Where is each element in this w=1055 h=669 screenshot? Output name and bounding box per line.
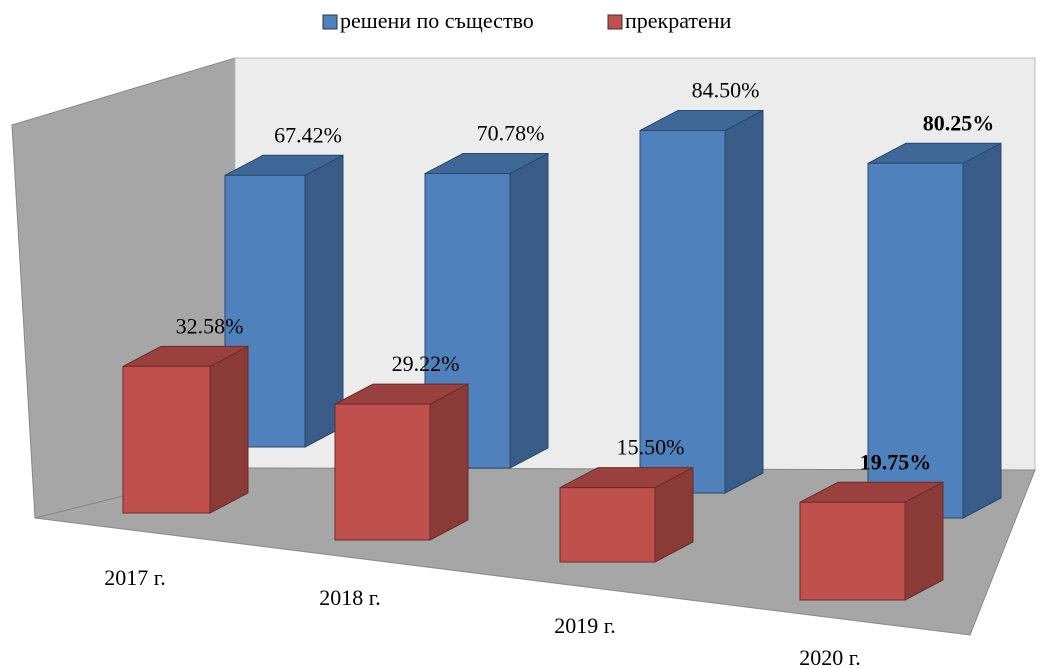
value-label: 70.78% [477, 121, 545, 146]
bar [639, 129, 726, 494]
bar [334, 403, 431, 541]
bar [559, 487, 656, 563]
bar-side [429, 383, 469, 541]
legend-swatch [607, 14, 623, 30]
value-label: 32.58% [176, 313, 244, 338]
value-label: 84.50% [692, 78, 760, 103]
value-label: 67.42% [274, 122, 342, 147]
bar-side [509, 152, 549, 469]
bar-side [209, 345, 249, 514]
bar-side [724, 109, 764, 494]
bar-side [904, 481, 944, 601]
bar-side [962, 142, 1002, 519]
value-label: 80.25% [923, 110, 995, 135]
legend-label: прекратени [625, 8, 732, 33]
value-label: 15.50% [617, 435, 685, 460]
bar [122, 365, 211, 514]
bar [799, 501, 906, 601]
x-tick-label: 2019 г. [554, 613, 616, 638]
x-tick-label: 2018 г. [319, 585, 381, 610]
legend: решени по същество прекратени [322, 8, 732, 33]
legend-label: решени по същество [340, 8, 534, 33]
value-label: 29.22% [392, 351, 460, 376]
x-tick-label: 2017 г. [104, 565, 166, 590]
legend-swatch [322, 14, 338, 30]
x-tick-label: 2020 г. [799, 645, 861, 669]
bar [867, 162, 964, 519]
value-label: 19.75% [860, 449, 932, 474]
